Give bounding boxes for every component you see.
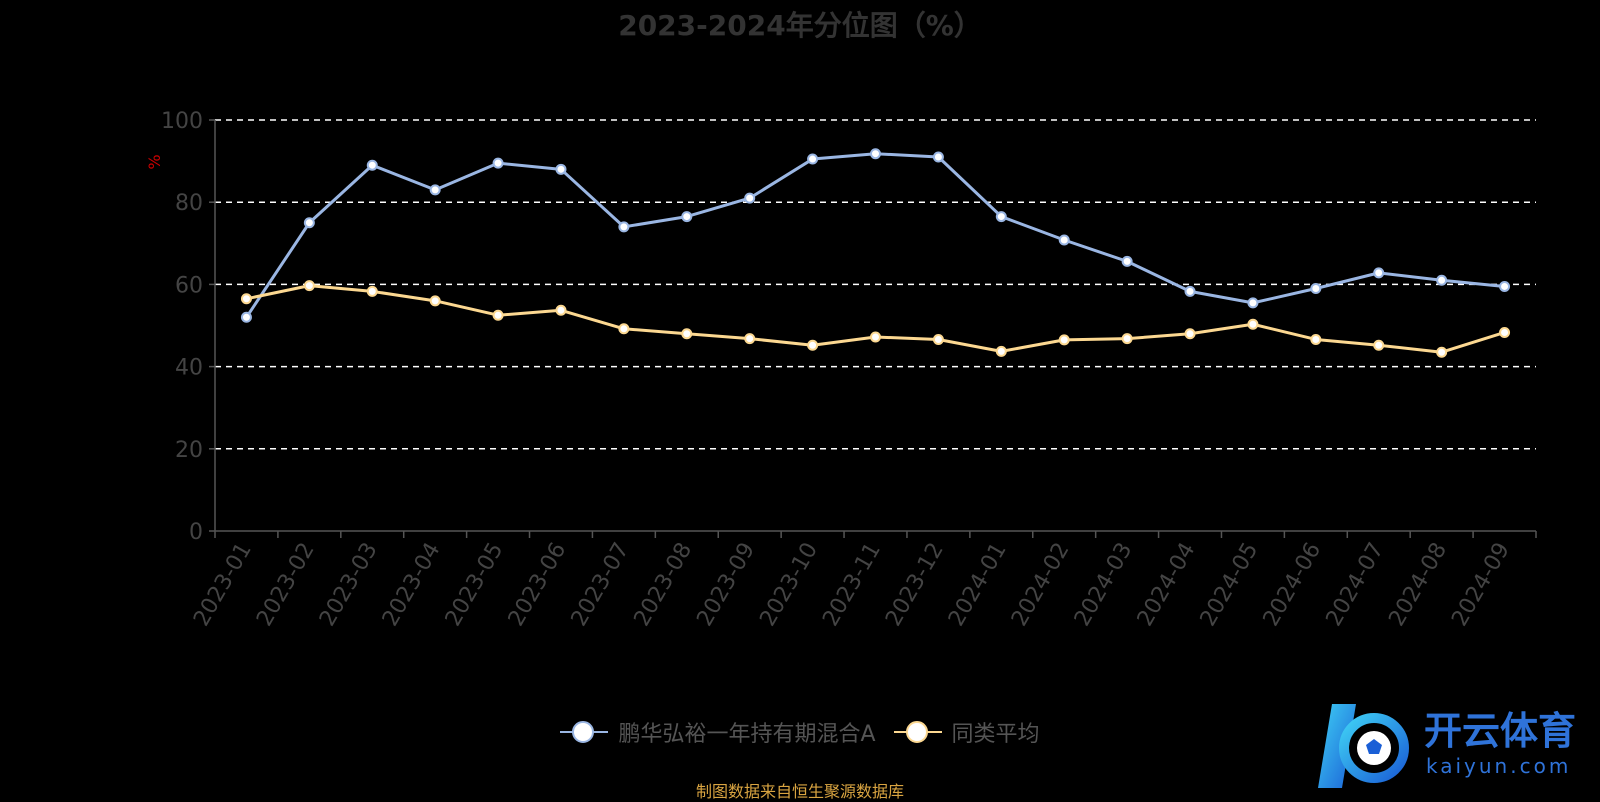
- data-point-series-1: [1499, 326, 1511, 338]
- y-tick-label: 100: [161, 109, 203, 134]
- legend-item-series-1[interactable]: 同类平均: [893, 716, 1040, 748]
- x-tick-label: 2023-09: [692, 539, 760, 631]
- y-axis-label: %: [145, 154, 164, 169]
- legend: 鹏华弘裕一年持有期混合A 同类平均: [0, 716, 1600, 748]
- series-points: [240, 148, 1511, 358]
- legend-swatch-series-0: [560, 720, 609, 744]
- x-tick-label: 2024-08: [1384, 539, 1452, 631]
- series-lines: [245, 152, 1505, 354]
- data-point-series-1: [618, 323, 630, 335]
- data-point-series-0: [1436, 274, 1448, 286]
- logo-emblem-icon: [1318, 704, 1409, 788]
- y-tick-label: 0: [189, 520, 203, 545]
- data-point-series-1: [1436, 346, 1448, 358]
- data-point-series-0: [492, 157, 504, 169]
- x-tick-label: 2023-01: [189, 539, 257, 631]
- data-point-series-1: [1310, 333, 1322, 345]
- data-point-series-0: [681, 211, 693, 223]
- x-tick-label: 2023-12: [881, 539, 949, 631]
- y-tick-label: 60: [175, 273, 203, 298]
- data-point-series-1: [1184, 328, 1196, 340]
- data-point-series-0: [240, 311, 252, 323]
- data-point-series-0: [555, 163, 567, 175]
- x-tick-label: 2024-09: [1447, 539, 1515, 631]
- data-point-series-0: [1058, 234, 1070, 246]
- data-point-series-1: [492, 309, 504, 321]
- data-point-series-1: [303, 280, 315, 292]
- data-point-series-1: [744, 333, 756, 345]
- legend-item-series-0[interactable]: 鹏华弘裕一年持有期混合A: [560, 716, 876, 748]
- data-point-series-0: [932, 151, 944, 163]
- x-tick-label: 2023-11: [818, 539, 886, 631]
- data-point-series-0: [366, 159, 378, 171]
- data-point-series-0: [1184, 285, 1196, 297]
- x-tick-label: 2023-03: [315, 539, 383, 631]
- x-tick-label: 2024-02: [1007, 539, 1075, 631]
- x-tick-label: 2023-05: [441, 539, 509, 631]
- axes: [209, 119, 1537, 538]
- data-point-series-1: [1121, 333, 1133, 345]
- y-tick-label: 80: [175, 191, 203, 216]
- kaiyun-logo: 开云体育 kaiyun.com: [1312, 696, 1597, 796]
- data-point-series-1: [681, 328, 693, 340]
- data-point-series-1: [555, 304, 567, 316]
- x-tick-label: 2023-08: [630, 539, 698, 631]
- data-point-series-1: [429, 295, 441, 307]
- data-point-series-1: [240, 293, 252, 305]
- legend-swatch-series-1: [893, 720, 942, 744]
- logo-text: 开云体育: [1424, 709, 1577, 753]
- tick-labels: 0 20 40 60 80 100 2023-012023-022023-032023-04…: [161, 109, 1515, 631]
- x-tick-label: 2023-06: [504, 539, 572, 631]
- logo-url: kaiyun.com: [1426, 754, 1572, 778]
- data-point-series-1: [1058, 334, 1070, 346]
- x-tick-label: 2024-01: [944, 539, 1012, 631]
- data-point-series-0: [1247, 297, 1259, 309]
- y-tick-label: 40: [175, 356, 203, 381]
- data-point-series-0: [303, 217, 315, 229]
- legend-label-series-1: 同类平均: [951, 722, 1040, 747]
- data-point-series-1: [1247, 318, 1259, 330]
- x-tick-label: 2023-02: [252, 539, 320, 631]
- data-point-series-0: [1499, 280, 1511, 292]
- data-point-series-0: [995, 211, 1007, 223]
- data-point-series-1: [807, 339, 819, 351]
- data-point-series-0: [618, 221, 630, 233]
- x-tick-label: 2023-07: [567, 539, 635, 631]
- data-point-series-0: [807, 153, 819, 165]
- y-tick-label: 20: [175, 438, 203, 463]
- x-tick-label: 2024-07: [1322, 539, 1390, 631]
- chart-title: 2023-2024年分位图（%）: [618, 9, 982, 42]
- data-point-series-0: [744, 192, 756, 204]
- data-point-series-0: [1373, 267, 1385, 279]
- data-point-series-0: [1121, 255, 1133, 267]
- data-point-series-1: [995, 345, 1007, 357]
- data-point-series-1: [932, 333, 944, 345]
- x-tick-label: 2024-05: [1196, 539, 1264, 631]
- data-point-series-1: [870, 331, 881, 343]
- x-tick-label: 2024-03: [1070, 539, 1138, 631]
- data-point-series-1: [1373, 339, 1385, 351]
- x-tick-label: 2023-04: [378, 539, 446, 631]
- data-point-series-1: [366, 285, 378, 297]
- data-point-series-0: [1310, 283, 1322, 295]
- legend-label-series-0: 鹏华弘裕一年持有期混合A: [618, 722, 876, 747]
- data-point-series-0: [429, 184, 441, 196]
- x-tick-label: 2023-10: [755, 539, 823, 631]
- data-point-series-0: [870, 148, 881, 160]
- x-tick-label: 2024-04: [1133, 539, 1201, 631]
- source-note: 制图数据来自恒生聚源数据库: [695, 782, 904, 801]
- x-tick-label: 2024-06: [1259, 539, 1327, 631]
